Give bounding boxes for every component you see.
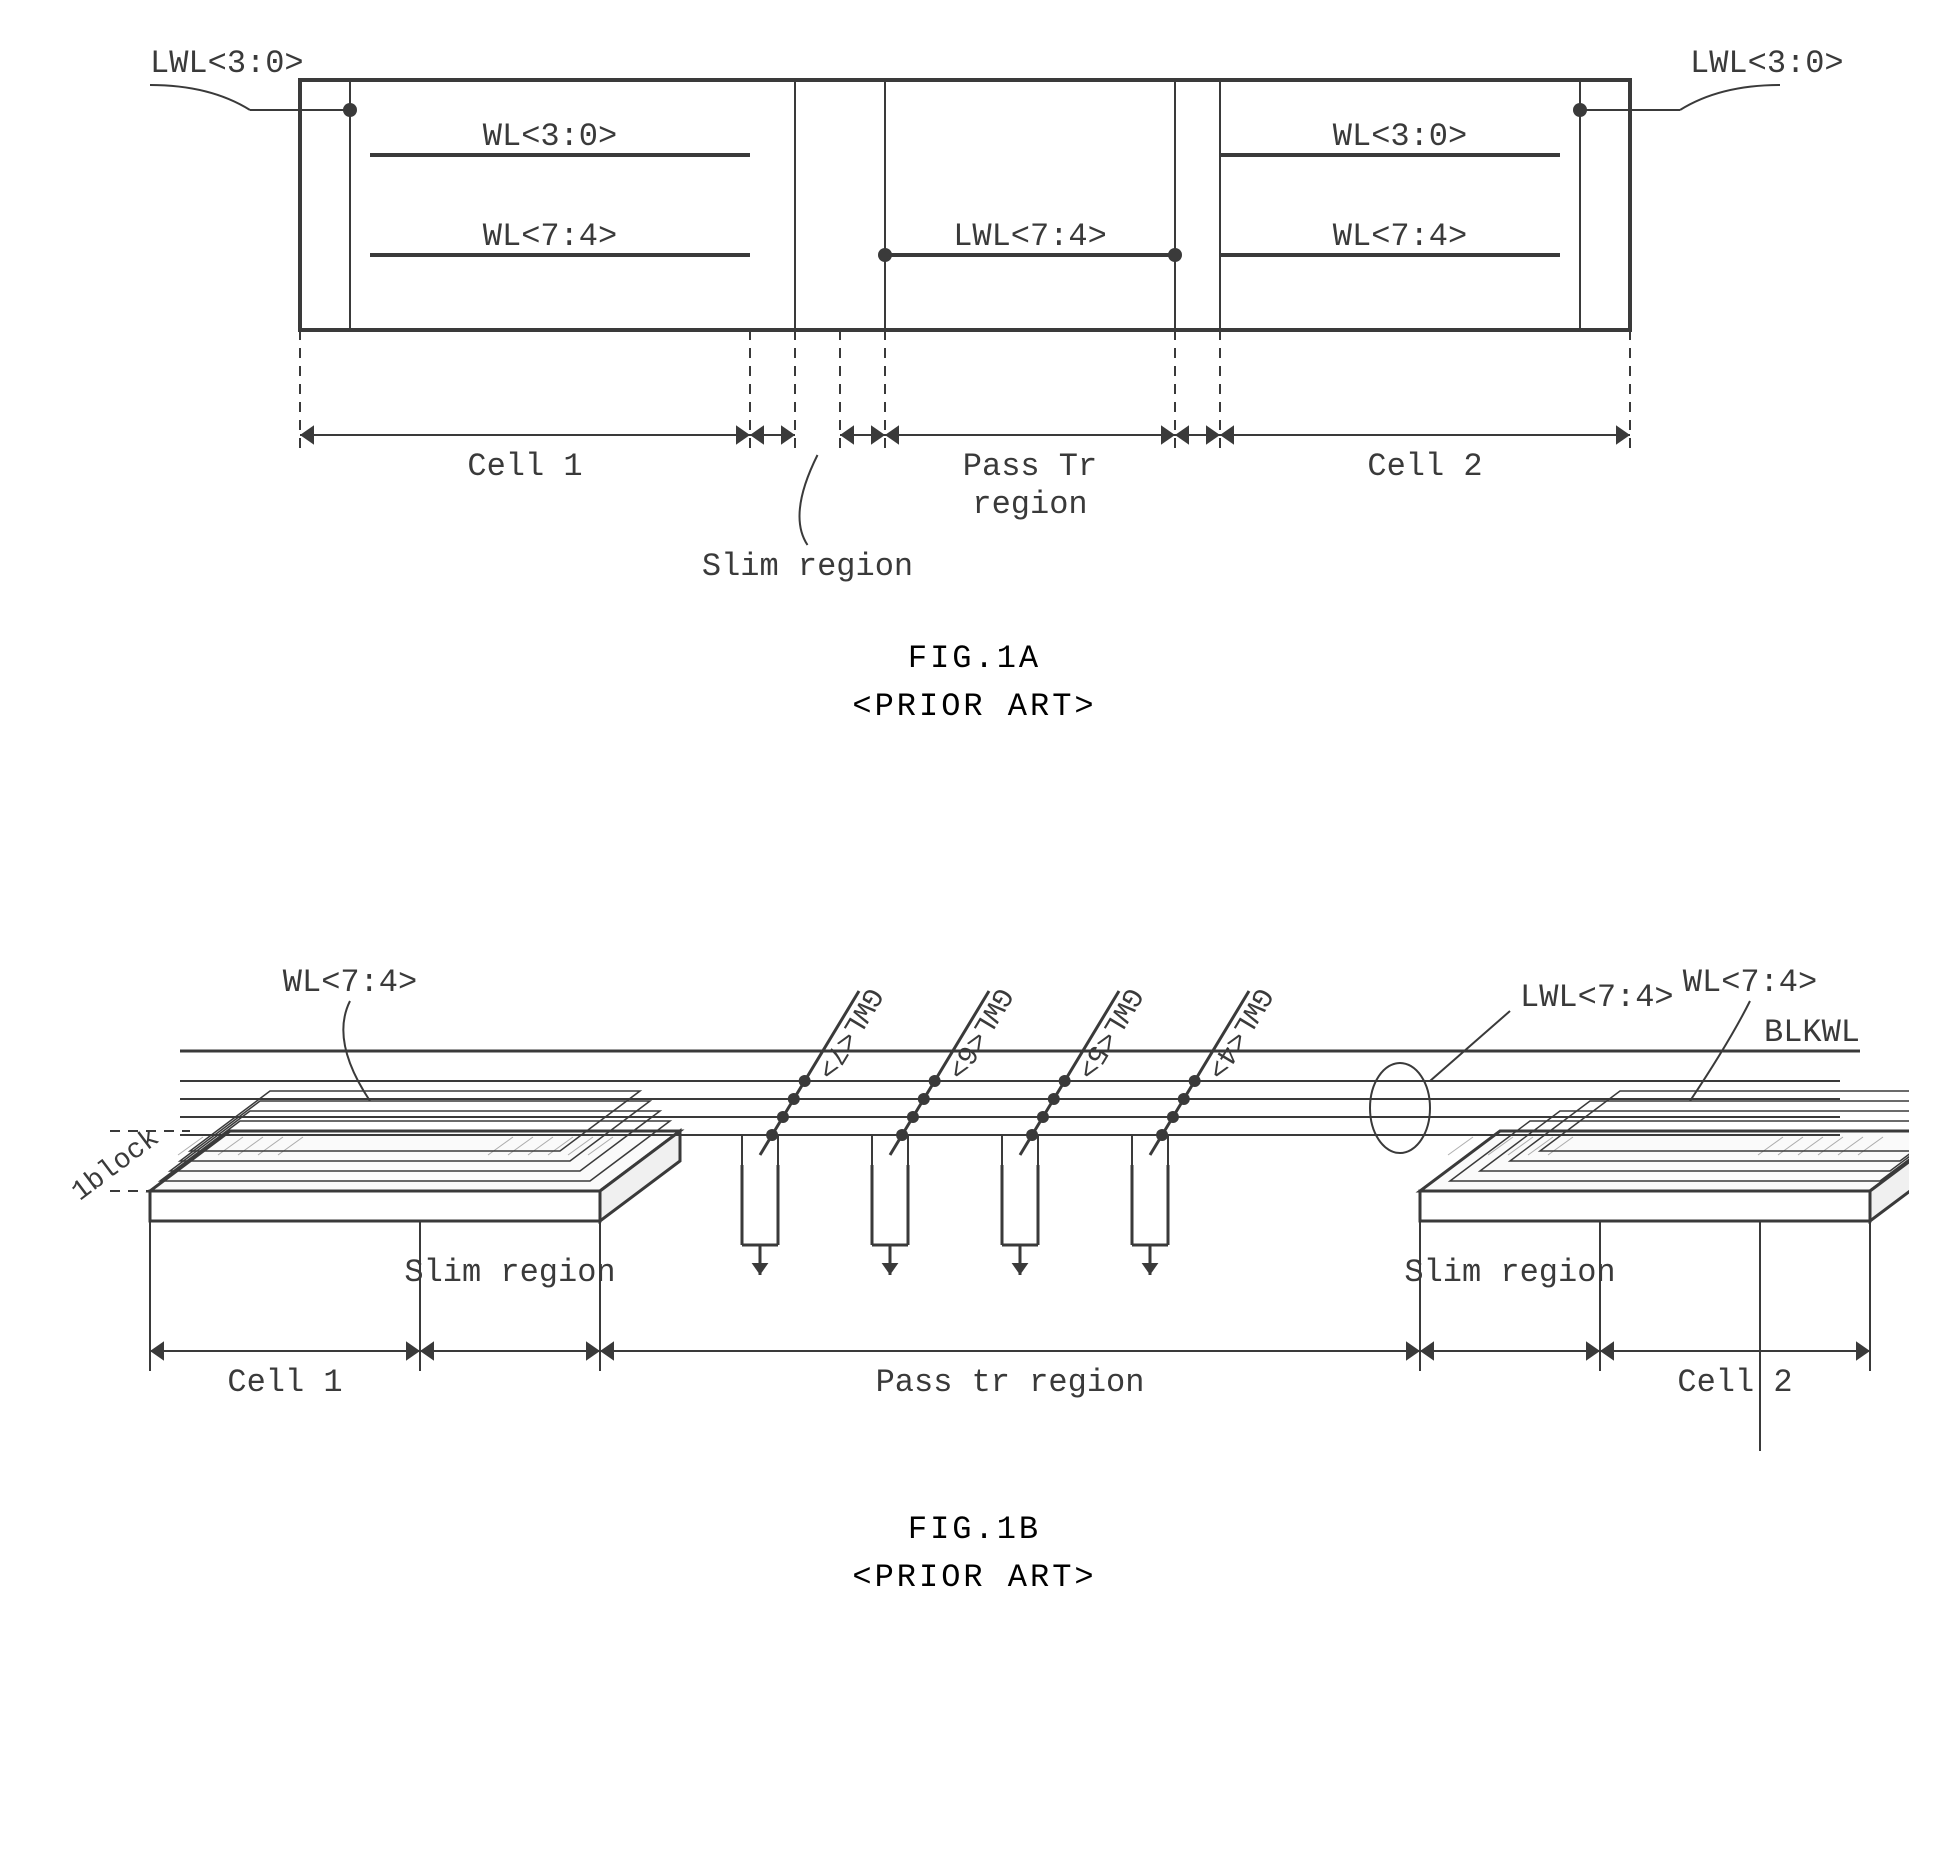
svg-text:GWL<4>: GWL<4> — [1199, 981, 1278, 1083]
svg-text:Cell 1: Cell 1 — [227, 1364, 342, 1401]
svg-text:WL<7:4>: WL<7:4> — [283, 964, 417, 1001]
svg-text:WL<7:4>: WL<7:4> — [1683, 964, 1817, 1001]
fig1b-svg: 1blockBLKWLWL<7:4>WL<7:4>LWL<7:4>GWL<7>G… — [40, 851, 1909, 1471]
svg-text:LWL<7:4>: LWL<7:4> — [953, 218, 1107, 255]
figure-1a: LWL<3:0> LWL<3:0> WL<3:0> WL<3:0> WL<7:4> LWL… — [40, 40, 1909, 731]
svg-text:LWL<3:0>: LWL<3:0> — [150, 45, 304, 82]
fig1a-caption: FIG.1A <PRIOR ART> — [40, 635, 1909, 731]
svg-text:WL<7:4>: WL<7:4> — [483, 218, 617, 255]
svg-text:Cell 2: Cell 2 — [1677, 1364, 1792, 1401]
svg-text:region: region — [972, 486, 1087, 523]
svg-text:Cell 1: Cell 1 — [467, 448, 582, 485]
svg-text:WL<7:4>: WL<7:4> — [1333, 218, 1467, 255]
fig1b-caption-line1: FIG.1B — [40, 1506, 1909, 1554]
svg-text:LWL<3:0>: LWL<3:0> — [1690, 45, 1844, 82]
svg-text:Slim region: Slim region — [702, 548, 913, 585]
svg-text:LWL<7:4>: LWL<7:4> — [1520, 979, 1674, 1016]
svg-text:WL<3:0>: WL<3:0> — [1333, 118, 1467, 155]
fig1a-caption-line1: FIG.1A — [40, 635, 1909, 683]
svg-text:Slim region: Slim region — [404, 1254, 615, 1291]
svg-text:Pass Tr: Pass Tr — [963, 448, 1097, 485]
svg-text:Cell 2: Cell 2 — [1367, 448, 1482, 485]
fig1a-svg: LWL<3:0> LWL<3:0> WL<3:0> WL<3:0> WL<7:4> LWL… — [40, 40, 1909, 600]
figure-1b: 1blockBLKWLWL<7:4>WL<7:4>LWL<7:4>GWL<7>G… — [40, 851, 1909, 1602]
svg-text:GWL<5>: GWL<5> — [1069, 981, 1148, 1083]
svg-text:GWL<6>: GWL<6> — [939, 981, 1018, 1083]
svg-text:Slim region: Slim region — [1404, 1254, 1615, 1291]
svg-text:BLKWL: BLKWL — [1764, 1014, 1860, 1051]
fig1b-caption: FIG.1B <PRIOR ART> — [40, 1506, 1909, 1602]
svg-text:GWL<7>: GWL<7> — [809, 981, 888, 1083]
svg-text:WL<3:0>: WL<3:0> — [483, 118, 617, 155]
svg-text:Pass tr region: Pass tr region — [876, 1364, 1145, 1401]
fig1a-caption-line2: <PRIOR ART> — [40, 683, 1909, 731]
fig1b-caption-line2: <PRIOR ART> — [40, 1554, 1909, 1602]
